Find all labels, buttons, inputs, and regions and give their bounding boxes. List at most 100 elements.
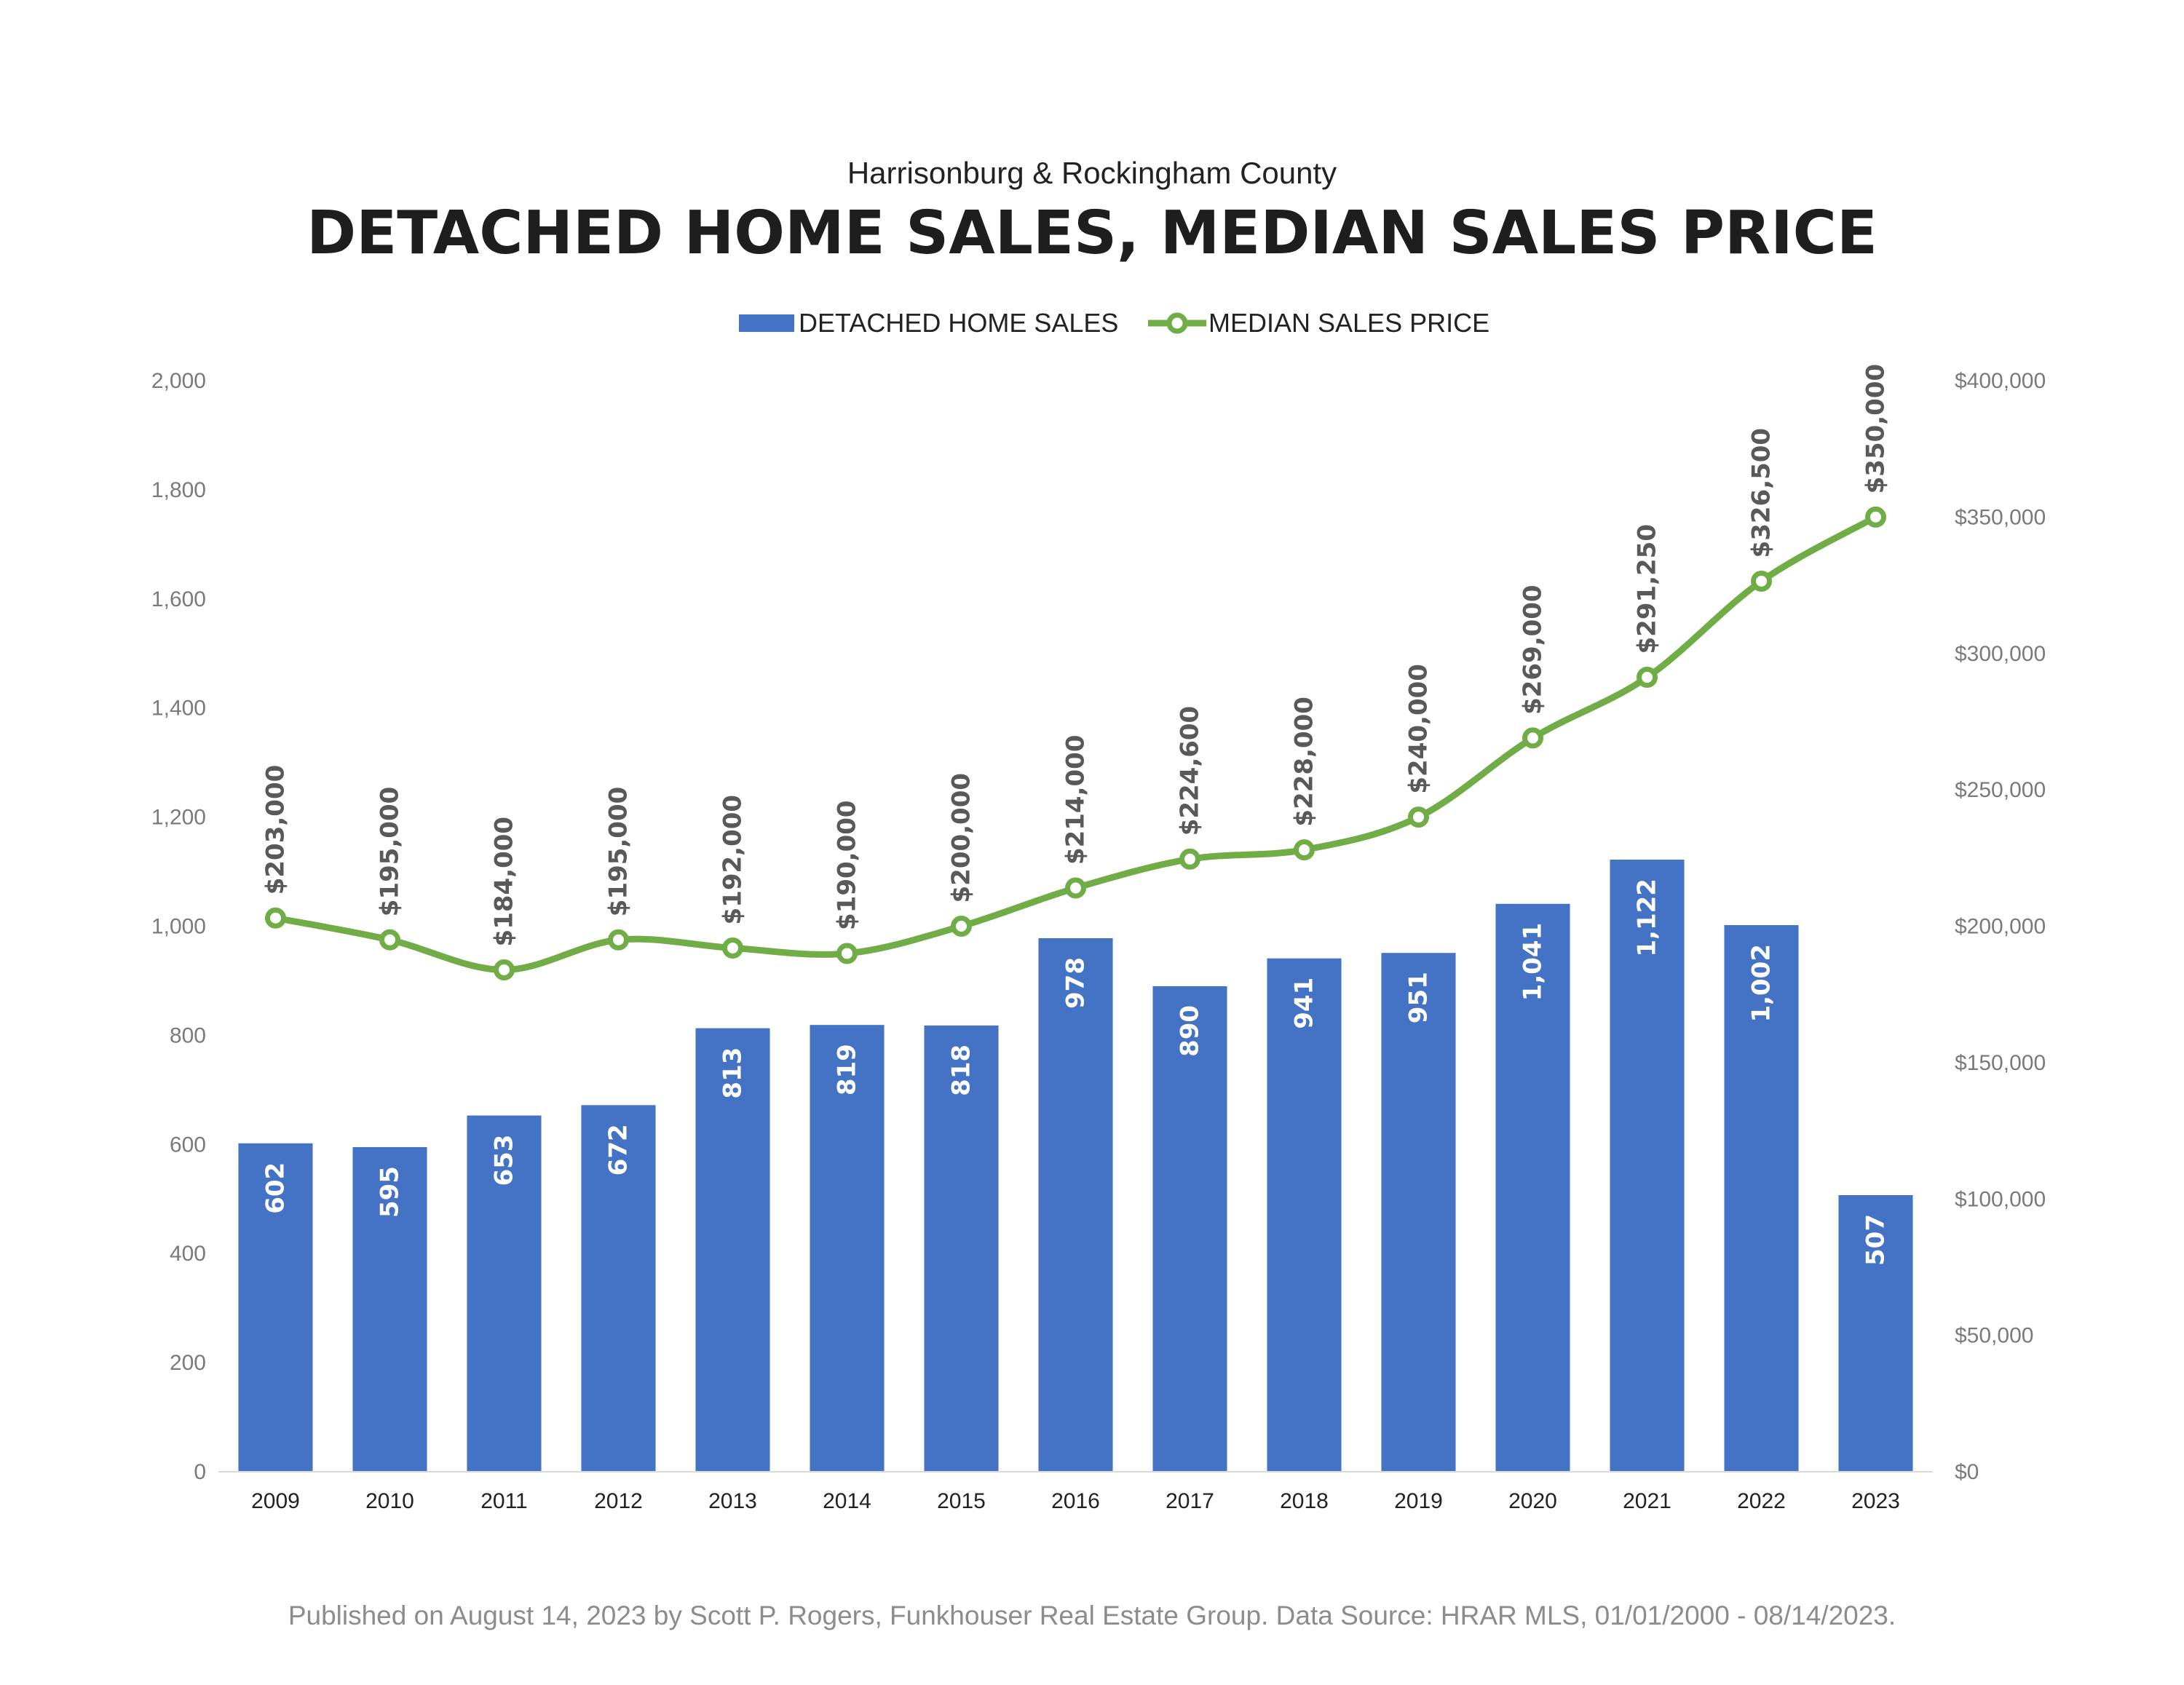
median-price-label: $200,000	[947, 773, 976, 903]
x-axis-tick-label: 2010	[365, 1489, 414, 1513]
left-axis-tick-label: 2,000	[151, 369, 206, 393]
left-axis-tick-label: 1,600	[151, 587, 206, 611]
median-price-marker	[379, 929, 400, 951]
x-axis-tick-label: 2017	[1166, 1489, 1214, 1513]
legend-label-price: MEDIAN SALES PRICE	[1208, 308, 1489, 338]
right-axis-tick-label: $300,000	[1955, 642, 2046, 666]
x-axis-tick-label: 2009	[251, 1489, 300, 1513]
median-price-label: $228,000	[1290, 697, 1319, 827]
median-price-marker	[1751, 570, 1772, 592]
median-price-marker	[1179, 848, 1200, 870]
bar	[1381, 953, 1456, 1472]
right-axis-tick-label: $0	[1955, 1460, 1979, 1484]
bar-value-label: 653	[490, 1135, 519, 1186]
x-axis-tick-label: 2021	[1623, 1489, 1671, 1513]
right-axis-tick-label: $50,000	[1955, 1324, 2033, 1348]
bar-value-label: 978	[1061, 957, 1091, 1009]
legend-label-sales: DETACHED HOME SALES	[799, 308, 1118, 338]
right-axis-tick-label: $400,000	[1955, 369, 2046, 393]
median-price-marker	[608, 929, 629, 951]
x-axis-tick-label: 2011	[480, 1489, 528, 1513]
x-axis-tick-label: 2014	[823, 1489, 871, 1513]
bar	[581, 1105, 656, 1472]
plot-area: 0 200 400 600 800 1,000 1,200 1,400 1,600 1,800 2,…	[151, 364, 2046, 1513]
median-price-label: $192,000	[719, 795, 748, 925]
bar-value-label: 1,041	[1519, 923, 1548, 1002]
bar-value-label: 951	[1404, 972, 1433, 1023]
bar	[810, 1025, 885, 1472]
legend: DETACHED HOME SALES MEDIAN SALES PRICE	[739, 308, 1489, 338]
bar	[1495, 903, 1570, 1472]
x-axis-tick-label: 2019	[1394, 1489, 1443, 1513]
median-price-marker	[722, 937, 743, 959]
bar-value-label: 602	[261, 1162, 290, 1214]
median-price-marker	[494, 959, 515, 980]
legend-swatch-price-marker	[1166, 312, 1188, 334]
x-axis-tick-label: 2023	[1851, 1489, 1900, 1513]
median-price-marker	[951, 916, 972, 937]
bar-value-label: 941	[1290, 978, 1319, 1029]
bar-value-label: 818	[947, 1044, 976, 1096]
median-price-marker	[1408, 806, 1429, 828]
legend-swatch-sales	[739, 314, 794, 332]
left-axis-tick-label: 0	[194, 1460, 206, 1484]
bar	[238, 1143, 313, 1472]
bar-value-label: 813	[719, 1047, 748, 1099]
x-axis-tick-label: 2022	[1737, 1489, 1786, 1513]
left-axis-tick-label: 1,200	[151, 806, 206, 830]
bar-value-label: 1,122	[1633, 879, 1662, 957]
median-price-label: $184,000	[490, 817, 519, 947]
median-price-marker	[1065, 877, 1086, 899]
median-price-marker	[1522, 727, 1543, 749]
x-axis-tick-label: 2018	[1280, 1489, 1329, 1513]
right-axis-tick-label: $350,000	[1955, 505, 2046, 529]
median-price-marker	[1865, 506, 1886, 528]
chart-title: DETACHED HOME SALES, MEDIAN SALES PRICE	[306, 199, 1878, 268]
bar-value-label: 672	[604, 1124, 633, 1175]
left-axis-tick-label: 600	[170, 1133, 206, 1157]
bar	[1610, 860, 1685, 1472]
x-axis-tick-label: 2012	[594, 1489, 643, 1513]
chart-subtitle: Harrisonburg & Rockingham County	[847, 156, 1337, 190]
bar-value-label: 1,002	[1747, 944, 1776, 1023]
left-axis-tick-label: 800	[170, 1023, 206, 1047]
median-price-label: $195,000	[604, 787, 633, 917]
bar	[1724, 925, 1799, 1472]
footer-source: Published on August 14, 2023 by Scott P.…	[288, 1601, 1896, 1630]
right-axis-tick-label: $100,000	[1955, 1187, 2046, 1211]
left-axis-tick-label: 1,000	[151, 915, 206, 939]
median-price-line	[272, 513, 1879, 973]
bar	[1267, 958, 1342, 1472]
left-axis-tick-label: 200	[170, 1351, 206, 1375]
x-axis-tick-label: 2020	[1508, 1489, 1557, 1513]
bar	[352, 1147, 427, 1472]
left-axis-tick-label: 400	[170, 1242, 206, 1266]
median-price-label: $240,000	[1404, 664, 1433, 794]
median-price-label: $203,000	[261, 765, 290, 895]
x-axis-tick-label: 2016	[1051, 1489, 1100, 1513]
bar-value-label: 507	[1861, 1214, 1891, 1266]
bar-value-label: 819	[833, 1044, 862, 1095]
x-axis-tick-label: 2013	[708, 1489, 757, 1513]
median-price-label: $190,000	[833, 800, 862, 930]
bar	[467, 1115, 542, 1472]
median-price-label: $291,250	[1633, 524, 1662, 654]
bar-value-label: 890	[1176, 1005, 1205, 1057]
x-axis-tick-label: 2015	[937, 1489, 986, 1513]
median-price-label: $269,000	[1519, 584, 1548, 715]
median-price-marker	[265, 907, 286, 929]
median-price-label: $195,000	[376, 787, 405, 917]
median-price-marker	[836, 943, 858, 964]
left-axis-tick-label: 1,800	[151, 478, 206, 502]
bar	[1838, 1195, 1913, 1472]
median-price-label: $350,000	[1861, 364, 1891, 494]
bar	[924, 1025, 999, 1472]
median-price-label: $224,600	[1176, 706, 1205, 836]
median-price-label: $214,000	[1061, 735, 1091, 865]
bar	[695, 1028, 770, 1472]
median-price-label: $326,500	[1747, 428, 1776, 558]
bar	[1038, 937, 1113, 1472]
right-axis-tick-label: $200,000	[1955, 915, 2046, 939]
median-price-marker	[1294, 839, 1315, 861]
